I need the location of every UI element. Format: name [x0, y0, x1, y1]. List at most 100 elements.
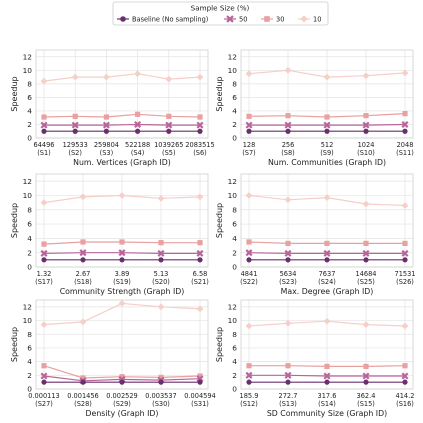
- data-point: [197, 240, 203, 246]
- y-axis-label: Speedup: [215, 327, 224, 362]
- data-point: [324, 379, 330, 385]
- plot-frame: [240, 299, 414, 390]
- data-point: [285, 379, 291, 385]
- x-tick-label-line: 256: [282, 141, 295, 149]
- plot-frame: [35, 173, 209, 268]
- x-tick-label: 512 (S9): [320, 141, 334, 157]
- legend-label: 10: [313, 16, 321, 24]
- legend-label: 30: [276, 16, 284, 24]
- series: [245, 120, 409, 129]
- y-tick-label: 8: [27, 205, 32, 214]
- series: [41, 111, 203, 120]
- x-axis-label: SD Community Size (Graph ID): [267, 409, 387, 418]
- legend-label: Baseline (No sampling): [132, 16, 208, 24]
- y-axis-label: Speedup: [215, 203, 224, 238]
- x-tick-label: 1024 (S10): [357, 141, 375, 157]
- data-point: [102, 121, 110, 129]
- data-point: [362, 372, 370, 380]
- data-point: [401, 249, 409, 257]
- x-tick-label: 64496 (S1): [34, 141, 55, 157]
- x-tick-label: 129533 (S2): [63, 141, 88, 157]
- y-tick-label: 10: [228, 191, 238, 200]
- data-point: [285, 128, 291, 134]
- x-tick-label-line: 317.6: [318, 392, 337, 400]
- data-point: [79, 249, 87, 257]
- legend-marker: [300, 15, 308, 23]
- data-point: [401, 69, 409, 77]
- data-point: [245, 70, 253, 78]
- data-point: [324, 257, 330, 263]
- legend-entry: 50: [224, 15, 247, 24]
- data-point: [135, 128, 141, 134]
- series: [245, 317, 409, 330]
- data-point: [284, 66, 292, 74]
- y-tick-label: 2: [27, 248, 32, 257]
- x-axis-label: Community Strength (Graph ID): [60, 287, 185, 296]
- x-tick-label-line: (S17): [35, 278, 53, 286]
- data-point: [165, 121, 173, 129]
- y-tick-label: 6: [27, 220, 32, 229]
- data-point: [285, 257, 291, 263]
- data-point: [119, 374, 125, 380]
- x-tick-label: 4841 (S22): [240, 270, 258, 286]
- data-point: [245, 192, 253, 199]
- data-point: [324, 363, 330, 370]
- data-point: [158, 257, 164, 263]
- x-tick-label-line: (S9): [320, 149, 334, 157]
- x-tick-label-line: 522188: [125, 141, 150, 149]
- x-tick-label-line: 0.002529: [106, 392, 137, 400]
- data-point: [196, 249, 204, 257]
- series: [246, 363, 408, 370]
- data-point: [285, 240, 291, 246]
- data-point: [284, 249, 292, 257]
- x-tick-label-line: 128: [243, 141, 256, 149]
- x-tick-label: 5634 (S23): [279, 270, 297, 286]
- x-tick-label: 414.2 (S16): [396, 392, 415, 408]
- series: [245, 192, 409, 209]
- x-tick-label-line: 259804: [94, 141, 119, 149]
- data-point: [362, 121, 370, 129]
- data-point: [80, 375, 86, 381]
- data-point: [246, 113, 252, 119]
- data-point: [135, 111, 141, 117]
- x-tick-label: 2083515 (S6): [185, 141, 214, 157]
- data-point: [80, 379, 86, 385]
- series-line: [44, 123, 200, 126]
- y-tick-label: 10: [23, 191, 33, 200]
- y-tick-label: 8: [232, 205, 237, 214]
- x-tick-label-line: 0.001456: [67, 392, 98, 400]
- plot-frame: [35, 299, 209, 390]
- y-tick-label: 8: [27, 79, 32, 88]
- y-tick-label: 2: [232, 371, 237, 380]
- data-point: [72, 113, 78, 119]
- data-point: [324, 114, 330, 120]
- x-tick-label-line: 185.9: [240, 392, 259, 400]
- data-point: [158, 374, 164, 380]
- data-point: [79, 318, 87, 326]
- x-tick-label: 0.000113 (S27): [28, 392, 59, 408]
- x-tick-label-line: (S19): [113, 278, 131, 286]
- data-point: [41, 363, 47, 369]
- legend-entry: 10: [298, 15, 321, 24]
- x-tick-label-line: (S1): [37, 149, 51, 157]
- y-tick-label: 4: [27, 234, 32, 243]
- data-point: [363, 240, 369, 246]
- data-point: [197, 373, 203, 379]
- data-point: [166, 128, 172, 134]
- x-tick-label-line: (S25): [357, 278, 375, 286]
- x-tick-label: 0.001456 (S28): [67, 392, 98, 408]
- chart-panels: 0 2 4 6 8 10 12 64496 (S1) 129533 (S2) 259804 (S3) 52…: [10, 49, 415, 418]
- x-tick-label-line: 5634: [280, 270, 297, 278]
- series: [40, 120, 204, 129]
- data-point: [158, 379, 164, 385]
- data-point: [118, 192, 126, 199]
- data-point: [362, 72, 370, 80]
- y-tick-label: 0: [27, 134, 32, 143]
- x-tick-label-line: (S12): [240, 400, 258, 408]
- legend-marker: [226, 15, 234, 23]
- data-point: [246, 379, 252, 385]
- data-point: [323, 194, 331, 201]
- data-point: [40, 199, 48, 206]
- x-tick-label-line: (S26): [396, 278, 414, 286]
- data-point: [72, 128, 78, 134]
